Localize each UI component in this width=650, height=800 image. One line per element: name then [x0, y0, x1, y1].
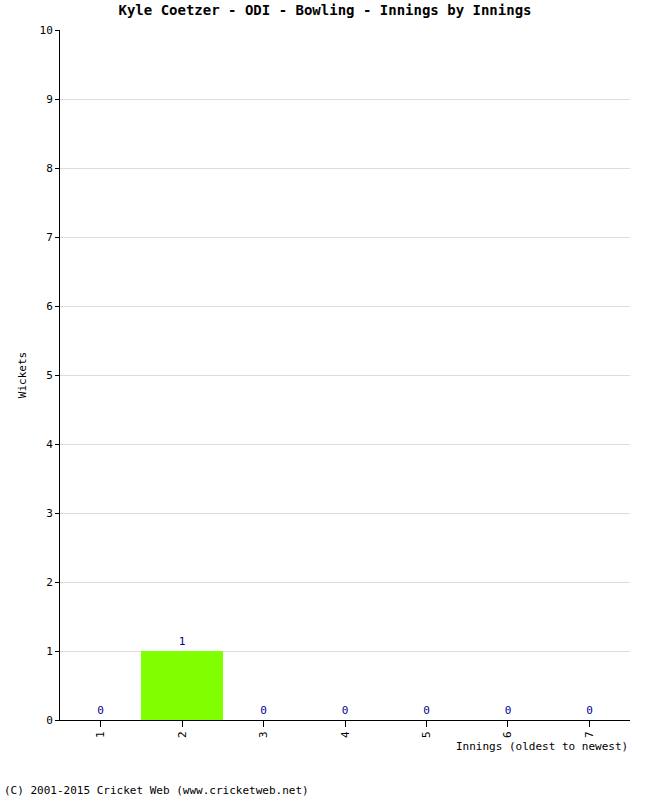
svg-text:0: 0	[423, 704, 430, 717]
svg-text:0: 0	[505, 704, 512, 717]
svg-text:6: 6	[501, 731, 514, 738]
svg-text:2: 2	[176, 731, 189, 738]
svg-text:3: 3	[257, 731, 270, 738]
svg-text:5: 5	[420, 731, 433, 738]
svg-text:1: 1	[179, 635, 186, 648]
svg-text:0: 0	[97, 704, 104, 717]
svg-text:4: 4	[46, 438, 53, 451]
svg-text:10: 10	[40, 24, 53, 37]
svg-text:5: 5	[46, 369, 53, 382]
svg-text:6: 6	[46, 300, 53, 313]
svg-text:9: 9	[46, 93, 53, 106]
svg-text:0: 0	[46, 714, 53, 727]
svg-text:(C) 2001-2015 Cricket Web (www: (C) 2001-2015 Cricket Web (www.cricketwe…	[4, 784, 309, 797]
svg-text:0: 0	[586, 704, 593, 717]
svg-text:Wickets: Wickets	[16, 352, 29, 398]
svg-text:8: 8	[46, 162, 53, 175]
svg-text:0: 0	[260, 704, 267, 717]
svg-text:Innings (oldest to newest): Innings (oldest to newest)	[456, 740, 628, 753]
svg-text:1: 1	[94, 731, 107, 738]
svg-text:4: 4	[339, 731, 352, 738]
svg-text:7: 7	[46, 231, 53, 244]
svg-text:3: 3	[46, 507, 53, 520]
svg-text:7: 7	[583, 731, 596, 738]
svg-text:2: 2	[46, 576, 53, 589]
svg-text:1: 1	[46, 645, 53, 658]
svg-text:Kyle Coetzer - ODI - Bowling -: Kyle Coetzer - ODI - Bowling - Innings b…	[118, 2, 531, 18]
svg-text:0: 0	[342, 704, 349, 717]
